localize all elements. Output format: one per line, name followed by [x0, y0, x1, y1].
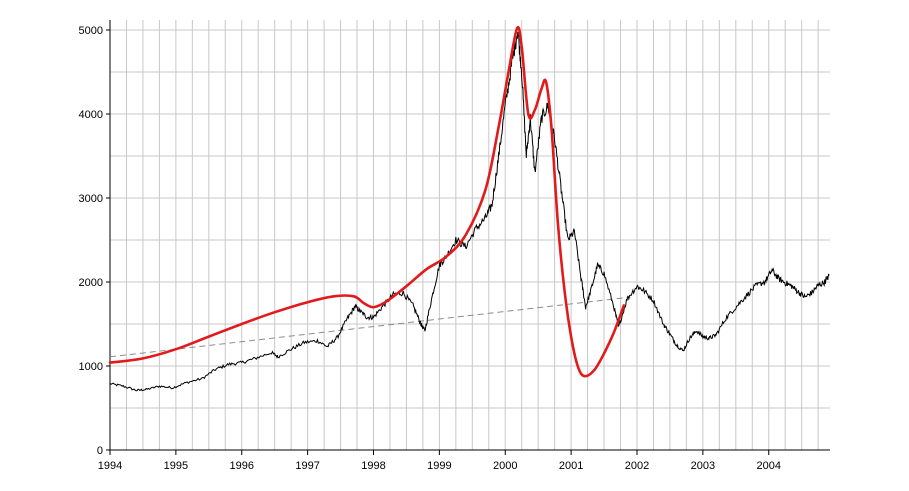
x-tick-label: 2003 — [691, 460, 715, 472]
y-tick-label: 1000 — [79, 361, 103, 373]
x-tick-labels: 1994 1995 1996 1997 1998 1999 2000 2001 2002 2003… — [98, 450, 781, 472]
x-tick-label: 2004 — [756, 460, 780, 472]
series-line-index — [109, 31, 830, 392]
series-line-fit — [108, 26, 626, 378]
x-tick-label: 2000 — [493, 460, 517, 472]
series-group — [108, 26, 830, 392]
x-tick-label: 1997 — [295, 460, 319, 472]
y-tick-label: 4000 — [79, 109, 103, 121]
y-tick-label: 5000 — [79, 25, 103, 37]
x-tick-label: 1998 — [361, 460, 385, 472]
y-tick-label: 3000 — [79, 193, 103, 205]
series-line-trend — [109, 296, 631, 358]
y-tick-labels: 0 1000 2000 3000 4000 5000 — [79, 25, 110, 457]
x-tick-label: 1994 — [98, 460, 122, 472]
grid-lines — [110, 20, 830, 450]
y-tick-label: 0 — [97, 445, 103, 457]
x-tick-label: 1999 — [427, 460, 451, 472]
x-tick-label: 1995 — [164, 460, 188, 472]
y-tick-label: 2000 — [79, 277, 103, 289]
x-tick-label: 1996 — [230, 460, 254, 472]
x-tick-label: 2002 — [625, 460, 649, 472]
axes — [109, 20, 830, 451]
x-tick-label: 2001 — [559, 460, 583, 472]
